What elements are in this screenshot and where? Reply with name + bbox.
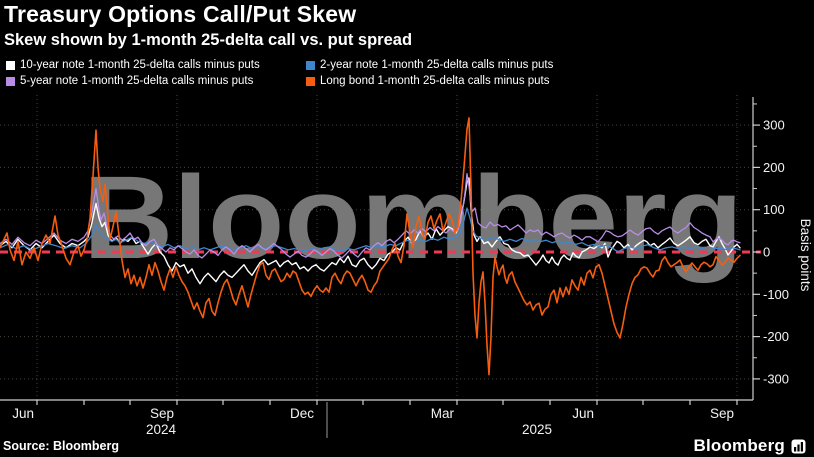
page-subtitle: Skew shown by 1-month 25-delta call vs. … [4,31,413,49]
page-title: Treasury Options Call/Put Skew [4,1,357,27]
legend-item-5-year: 5-year note 1-month 25-delta calls minus… [6,74,306,88]
x-tick-label: Sep [710,406,734,421]
y-tick-label: -100 [763,287,789,302]
legend-item-10-year: 10-year note 1-month 25-delta calls minu… [6,58,306,72]
legend-item-2-year: 2-year note 1-month 25-delta calls minus… [306,58,553,72]
legend-label-10-year: 10-year note 1-month 25-delta calls minu… [20,59,260,71]
legend-label-long-bond: Long bond 1-month 25-delta calls minus p… [320,75,550,87]
x-tick-label: Sep [150,406,174,421]
legend-swatch-2-year [306,60,315,70]
series-line-10-year [0,177,741,285]
x-tick-label: Mar [431,406,455,421]
year-label: 2025 [522,422,552,437]
year-label: 2024 [146,422,177,437]
legend-label-5-year: 5-year note 1-month 25-delta calls minus… [20,75,254,87]
x-tick-label: Dec [290,406,314,421]
y-tick-label: 200 [763,160,785,175]
y-tick-label: 100 [763,202,785,217]
x-tick-label: Jun [12,406,34,421]
bloomberg-watermark: Bloomberg [83,152,743,284]
legend: 10-year note 1-month 25-delta calls minu… [6,58,553,88]
bloomberg-logo-icon [791,439,806,453]
source-credit: Source: Bloomberg [3,439,119,453]
legend-label-2-year: 2-year note 1-month 25-delta calls minus… [320,59,554,71]
legend-swatch-10-year [6,60,15,70]
x-tick-label: Jun [572,406,594,421]
y-axis-title: Basis points [798,219,813,292]
legend-swatch-5-year [6,76,15,86]
bloomberg-brand: Bloomberg [693,436,806,456]
y-tick-label: -200 [763,329,789,344]
chart-canvas: Bloomberg 300 200 100 0 -100 -200 -300 Basis poi… [0,95,813,438]
series-line-5-year [0,173,741,259]
y-tick-label: 0 [763,245,770,260]
series-line-long [0,117,741,376]
bloomberg-wordmark: Bloomberg [693,436,785,455]
chart-area: Bloomberg 300 200 100 0 -100 -200 -300 Basis poi… [0,95,814,457]
legend-swatch-long-bond [306,76,315,86]
y-tick-label: -300 [763,371,789,386]
y-tick-label: 300 [763,118,785,133]
legend-item-long-bond: Long bond 1-month 25-delta calls minus p… [306,74,553,88]
